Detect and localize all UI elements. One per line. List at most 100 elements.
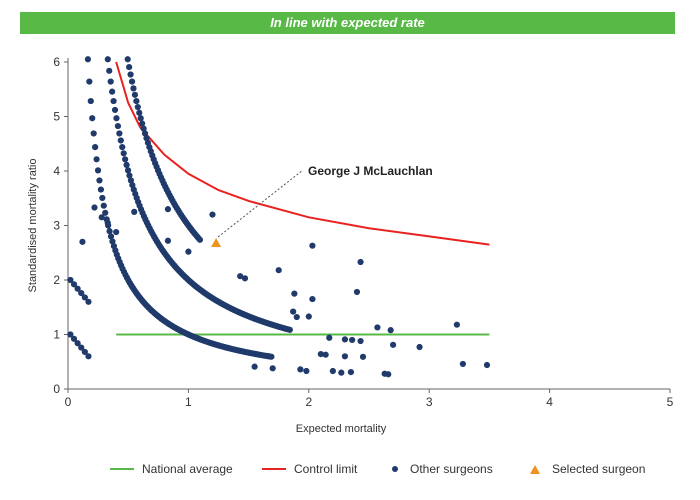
surgeon-point (251, 363, 258, 370)
surgeon-point (100, 202, 107, 209)
control-limit-line (115, 61, 490, 246)
surgeon-point (349, 336, 356, 344)
legend-line-swatch (262, 468, 286, 470)
surgeon-point (237, 273, 244, 280)
surgeon-point (131, 91, 139, 98)
surgeon-point (98, 214, 105, 221)
surgeon-point (120, 150, 127, 157)
surgeon-point (110, 97, 117, 105)
legend-item-national-average[interactable]: National average (110, 458, 233, 480)
surgeon-point (116, 130, 123, 137)
surgeon-point (67, 331, 74, 338)
surgeon-point (338, 369, 345, 376)
surgeon-point (164, 206, 172, 213)
surgeon-point (81, 294, 88, 301)
surgeon-point (326, 334, 333, 341)
surgeon-point (107, 233, 115, 240)
surgeon-point (114, 122, 122, 130)
legend-label: National average (142, 462, 233, 476)
y-tick-label: 5 (53, 110, 60, 124)
surgeon-point (111, 106, 119, 114)
x-tick-label: 2 (305, 395, 312, 409)
dot-icon (392, 466, 398, 472)
surgeon-point (126, 172, 133, 179)
surgeon-point (322, 351, 329, 358)
surgeon-point (81, 348, 88, 356)
y-tick-label: 0 (53, 382, 60, 396)
surgeon-point (136, 109, 143, 116)
surgeon-point (74, 285, 81, 292)
surgeon-point (86, 78, 93, 85)
x-tick-label: 0 (65, 395, 72, 409)
annotation-label: George J McLauchlan (308, 164, 433, 178)
surgeon-point (341, 336, 349, 343)
surgeon-point (303, 367, 310, 375)
surgeon-point (126, 63, 133, 71)
surgeon-point (91, 204, 98, 211)
surgeon-point (130, 85, 137, 92)
y-tick-label: 2 (53, 273, 60, 287)
surgeon-point (104, 219, 111, 226)
surgeon-point (124, 56, 131, 63)
surgeon-point (119, 143, 126, 151)
surgeon-point (329, 367, 336, 375)
surgeon-point (305, 313, 312, 320)
surgeon-point (385, 371, 392, 378)
surgeon-point (453, 321, 460, 328)
surgeon-point (483, 361, 491, 369)
surgeon-point (128, 78, 136, 85)
x-axis-title: Expected mortality (296, 423, 387, 435)
y-axis-title: Standardised mortality ratio (27, 159, 39, 293)
surgeon-point (85, 353, 92, 360)
surgeon-point (317, 351, 324, 358)
surgeon-point (374, 324, 381, 331)
surgeon-point (106, 228, 113, 235)
x-tick-label: 4 (546, 395, 553, 409)
surgeon-point (275, 267, 282, 274)
x-tick-label: 5 (667, 395, 674, 409)
surgeon-point (353, 288, 361, 296)
surgeon-point (134, 103, 141, 111)
surgeon-point (241, 275, 249, 282)
surgeon-point (113, 115, 120, 122)
legend-label: Control limit (294, 462, 358, 476)
surgeon-point (416, 343, 423, 351)
legend-line-swatch (110, 468, 134, 470)
triangle-icon (530, 464, 540, 474)
surgeon-point (97, 186, 105, 193)
funnel-plot: 0 1 2 3 4 5 0 1 2 3 4 5 6 Expected mortality Standardi… (27, 55, 674, 435)
surgeon-point (185, 248, 192, 255)
surgeon-point (93, 156, 100, 163)
surgeon-point (269, 365, 276, 372)
surgeon-point (106, 67, 113, 74)
surgeon-point (341, 353, 349, 360)
surgeon-point (389, 341, 397, 348)
legend-label: Other surgeons (410, 462, 493, 476)
surgeon-point (89, 115, 96, 122)
surgeon-point (70, 281, 78, 288)
surgeon-point (102, 209, 109, 216)
surgeon-point (347, 369, 355, 376)
legend-item-other-surgeons[interactable]: Other surgeons (384, 458, 493, 480)
surgeon-point (85, 298, 92, 305)
legend: National average Control limit Other sur… (0, 458, 700, 480)
surgeon-point (459, 360, 467, 368)
surgeon-point (297, 366, 304, 373)
banner: In line with expected rate (20, 12, 675, 34)
surgeon-point (140, 125, 147, 132)
surgeon-point (92, 143, 99, 151)
y-tick-label: 3 (53, 219, 60, 233)
surgeon-point (78, 289, 85, 297)
surgeon-point (196, 236, 204, 243)
surgeon-point (107, 78, 114, 85)
surgeon-point (139, 120, 146, 127)
surgeon-point (104, 56, 111, 63)
surgeon-point (70, 335, 78, 342)
surgeon-point (117, 137, 124, 144)
legend-item-selected-surgeon[interactable]: Selected surgeon (522, 458, 645, 480)
legend-item-control-limit[interactable]: Control limit (262, 458, 357, 480)
x-tick-label: 1 (185, 395, 192, 409)
surgeon-point (137, 115, 144, 122)
surgeon-point (96, 177, 103, 184)
surgeon-point (90, 130, 97, 137)
